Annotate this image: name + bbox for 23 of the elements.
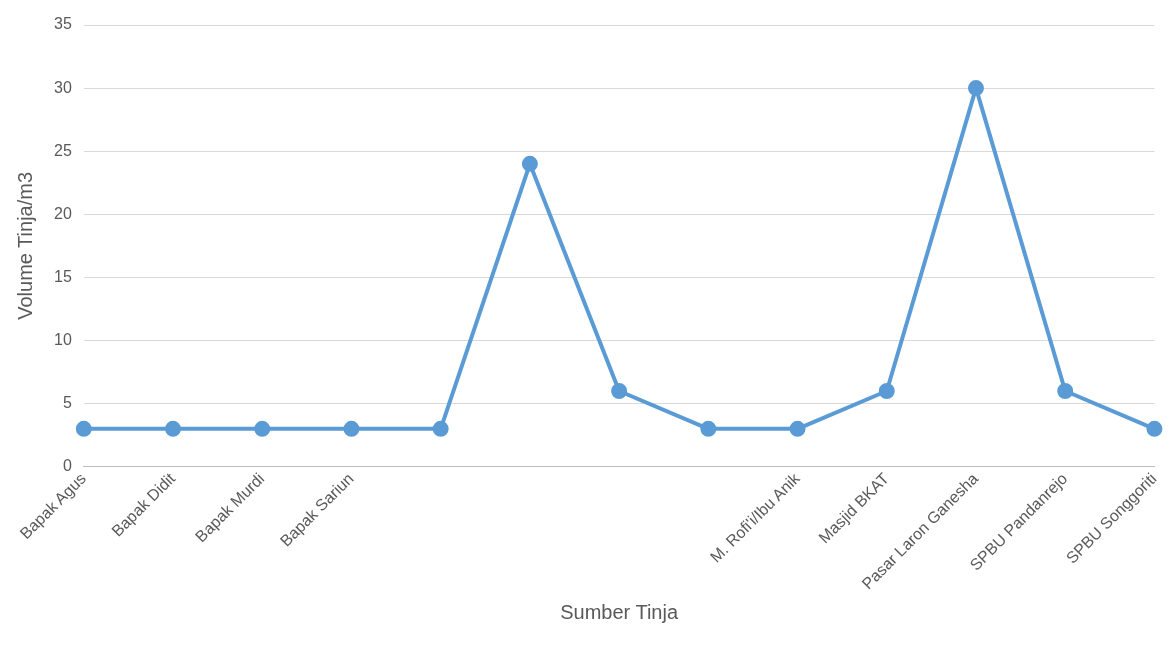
point	[165, 420, 182, 437]
point	[789, 420, 806, 437]
y-tick-label: 0	[62, 457, 72, 475]
point	[878, 383, 895, 399]
point	[1057, 383, 1074, 399]
y-tick-label: 5	[62, 394, 72, 412]
point	[254, 420, 271, 437]
y-tick-label: 15	[54, 267, 72, 285]
y-tick-label: 10	[54, 330, 72, 348]
point	[521, 155, 538, 172]
point	[432, 420, 449, 437]
y-axis-title: Volume Tinja/m3	[13, 171, 36, 320]
point	[1146, 420, 1163, 437]
y-tick-label: 35	[54, 15, 72, 33]
point	[75, 420, 92, 437]
point	[700, 420, 717, 437]
y-tick-label: 30	[54, 78, 72, 96]
y-tick-label: 20	[54, 204, 72, 222]
x-axis-title: Sumber Tinja	[560, 600, 679, 623]
point	[343, 420, 360, 437]
point	[967, 80, 984, 97]
point	[611, 383, 628, 399]
y-tick-label: 25	[54, 141, 72, 159]
